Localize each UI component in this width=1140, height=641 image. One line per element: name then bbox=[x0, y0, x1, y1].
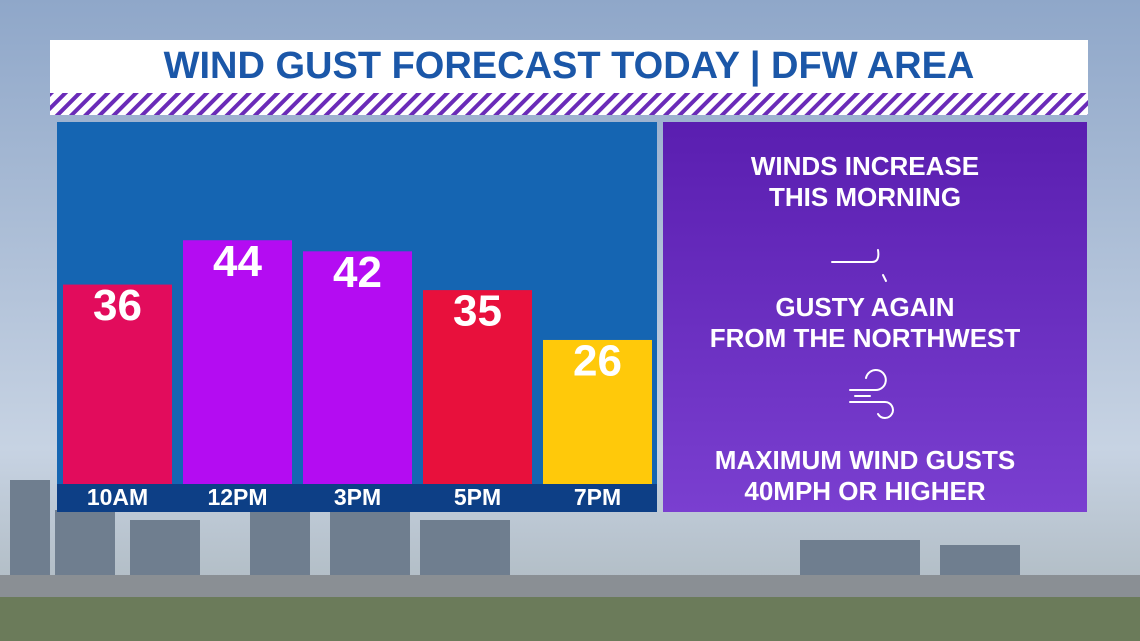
x-tick-label: 12PM bbox=[207, 484, 267, 510]
x-tick-label: 7PM bbox=[574, 484, 621, 510]
bar bbox=[303, 251, 412, 484]
chart-title: WIND GUST FORECAST TODAY | DFW AREA bbox=[164, 45, 975, 87]
value-label: 26 bbox=[573, 337, 622, 386]
sidebar-line: MAXIMUM WIND GUSTS bbox=[715, 445, 1015, 475]
sidebar-line: THIS MORNING bbox=[769, 182, 961, 212]
banner-stripe bbox=[50, 93, 1088, 115]
sidebar-line: 40MPH OR HIGHER bbox=[744, 476, 985, 506]
bar bbox=[183, 240, 292, 484]
gust-icon bbox=[849, 369, 894, 419]
sidebar-line: WINDS INCREASE bbox=[751, 151, 979, 181]
title-banner bbox=[50, 40, 1088, 93]
bar bbox=[543, 339, 652, 484]
x-tick-label: 10AM bbox=[87, 484, 148, 510]
category-strip bbox=[57, 484, 657, 512]
x-tick-label: 3PM bbox=[334, 484, 381, 510]
wind-icon bbox=[831, 249, 887, 282]
x-tick-label: 5PM bbox=[454, 484, 501, 510]
sidebar-panel bbox=[663, 122, 1087, 512]
value-label: 36 bbox=[93, 281, 142, 330]
sidebar-line: GUSTY AGAIN bbox=[775, 292, 954, 322]
bar bbox=[63, 284, 172, 484]
ground bbox=[0, 590, 1140, 641]
value-label: 35 bbox=[453, 287, 502, 336]
bridge-deck bbox=[0, 575, 1140, 597]
value-label: 44 bbox=[213, 237, 262, 286]
bar bbox=[423, 290, 532, 484]
value-label: 42 bbox=[333, 248, 382, 297]
sidebar-line: FROM THE NORTHWEST bbox=[710, 323, 1021, 353]
